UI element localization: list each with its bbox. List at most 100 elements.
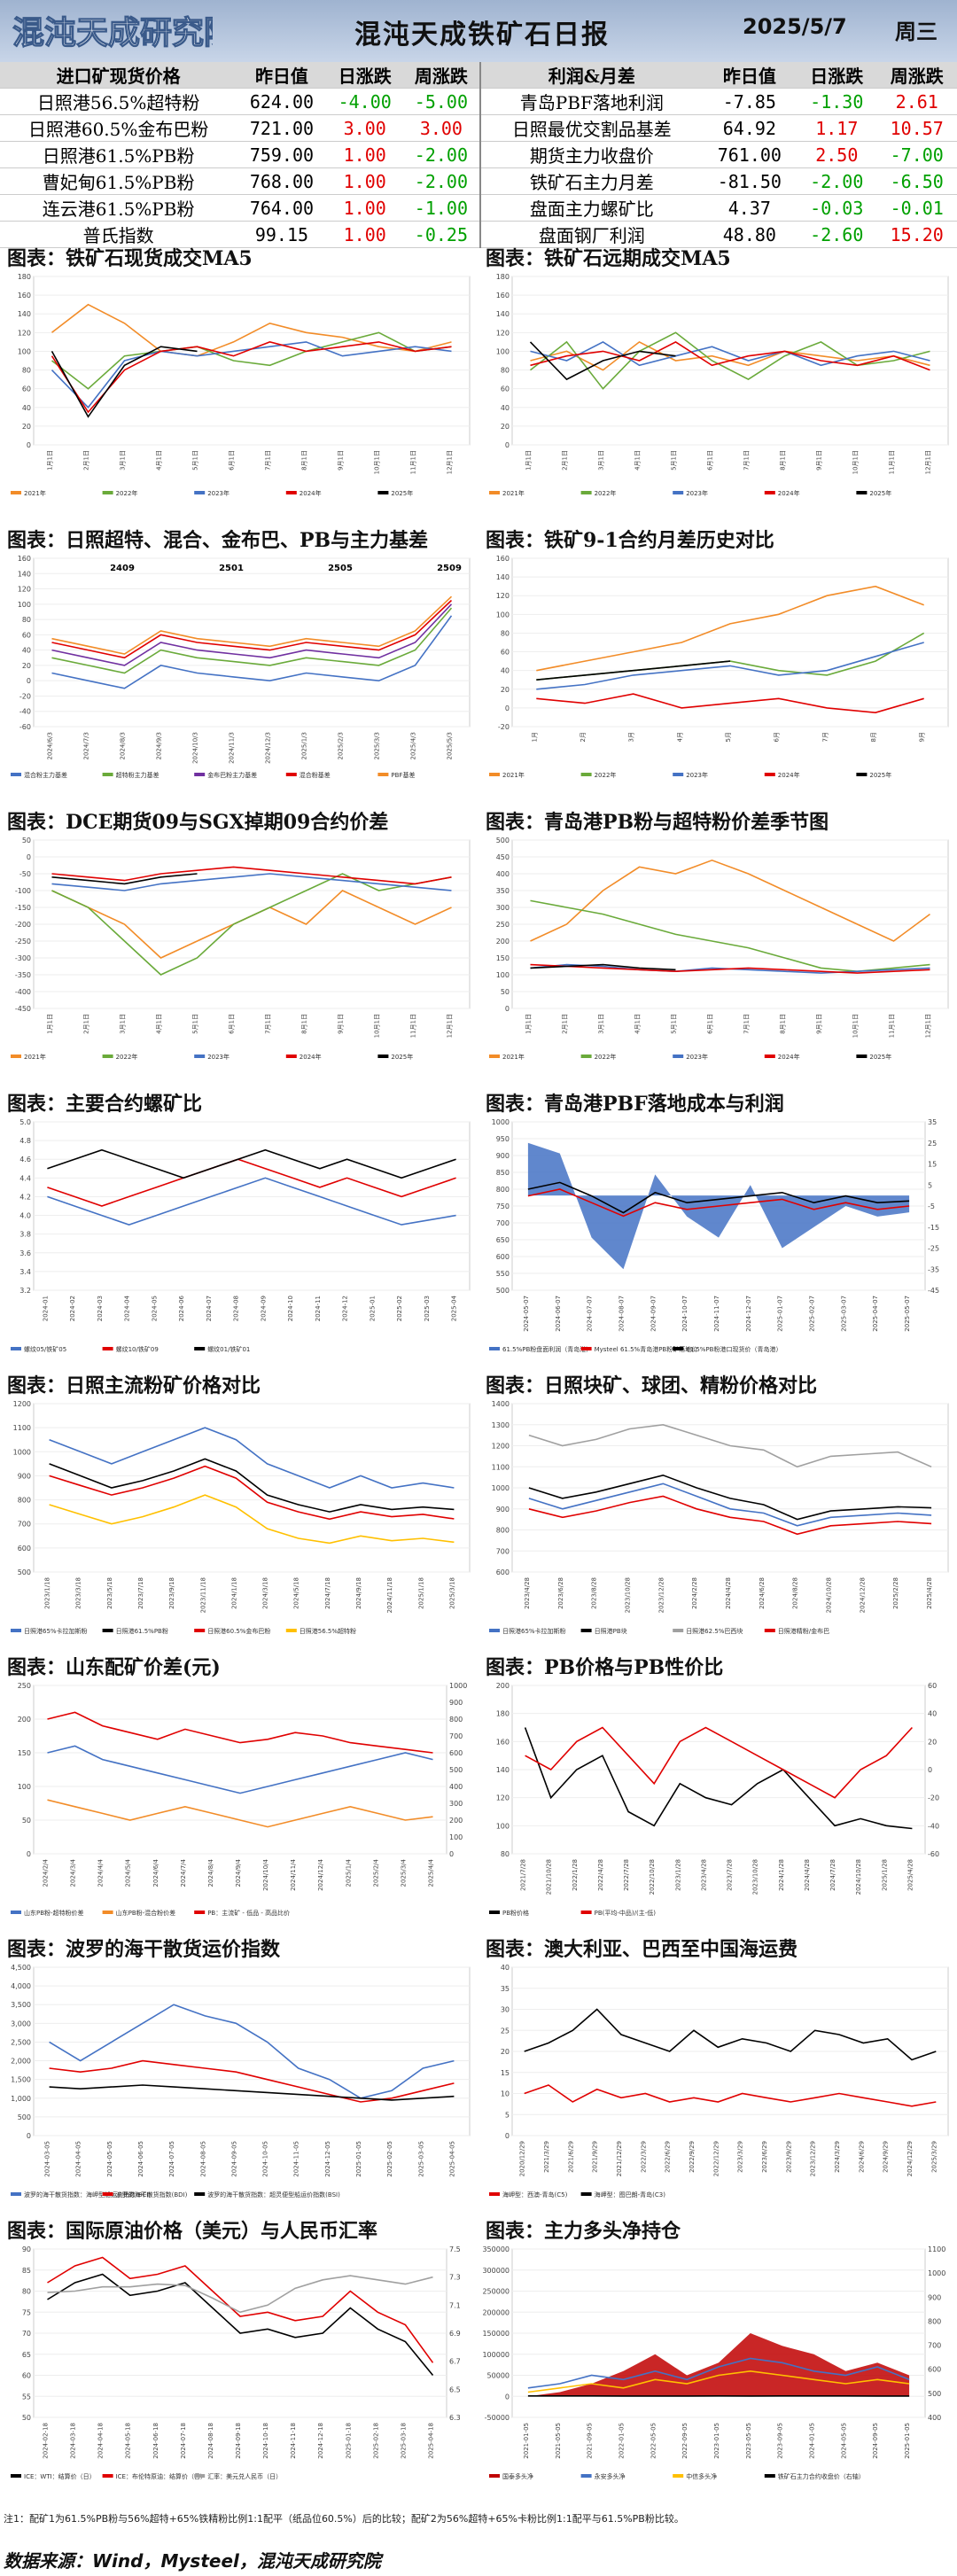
legend-swatch (489, 491, 500, 494)
y-tick-label: 200 (496, 1682, 510, 1690)
chart-plot: -20 0 20 40 60 80 100 120 140 160 1月 2月 3月 4月 5月 6月 7月 8月… (489, 555, 949, 779)
x-tick-label: 2025-04-18 (427, 2423, 434, 2459)
y-tick-label: 800 (496, 1186, 510, 1194)
x-tick-label: 2024-12-05 (324, 2141, 331, 2177)
x-tick-label: 2025-01-05 (904, 2423, 911, 2459)
y-tick-label: 20 (22, 662, 31, 670)
y2-tick-label: 35 (928, 1118, 937, 1126)
x-tick-label: 2025/3/29 (930, 2141, 938, 2173)
x-tick-label: 2023/7/28 (727, 1859, 734, 1891)
x-tick-label: 2025/3/3 (374, 732, 381, 759)
legend-swatch (764, 773, 775, 776)
series-line (51, 873, 452, 891)
row-value: 759.00 (237, 141, 327, 168)
legend-swatch (377, 1055, 389, 1058)
x-tick-label: 2024/3/4 (70, 1858, 77, 1887)
series-line (51, 595, 453, 655)
y2-tick-label: 5 (928, 1181, 932, 1189)
x-tick-label: 2024/12/29 (906, 2141, 914, 2176)
legend-label: 日照港56.5%超特粉 (300, 1627, 356, 1635)
x-tick-label: 2022/12/29 (712, 2141, 720, 2176)
legend-swatch (11, 2474, 21, 2478)
chart-panel: 图表：日照超特、混合、金布巴、PB与主力基差 -60 -40 -20 0 20 40 60 80… (2, 525, 478, 790)
chart-title: 图表：铁矿石现货成交MA5 (7, 247, 253, 270)
y2-tick-label: 6.7 (449, 2358, 461, 2366)
series-line (49, 1494, 455, 1545)
x-tick-label: 12月1日 (925, 450, 932, 474)
table-row: 日照最优交割品基差 64.92 1.17 10.57 (480, 114, 957, 142)
x-tick-label: 12月1日 (925, 1014, 932, 1038)
x-tick-label: 2021/12/29 (616, 2141, 623, 2176)
legend-label: 2023年 (686, 489, 708, 497)
chart-title: 图表：山东配矿价差(元) (7, 1656, 221, 1679)
x-tick-label: 6月1日 (707, 450, 714, 471)
chart-plot: 600 700 800 900 1000 1100 1200 1300 1400 2023/4/2… (489, 1400, 949, 1635)
x-tick-label: 2024-07-18 (180, 2423, 187, 2459)
table-row: 普氏指数 99.15 1.00 -0.25 (0, 221, 479, 248)
legend-label: 国泰多头净 (502, 2472, 533, 2480)
y-tick-label: 850 (496, 1169, 510, 1177)
y2-tick-label: 6.3 (449, 2414, 461, 2422)
legend-swatch (764, 1055, 775, 1058)
legend-swatch (673, 2474, 684, 2478)
y-tick-label: 100 (18, 601, 31, 609)
legend-label: 金布巴粉主力基差 (207, 771, 257, 779)
x-tick-label: 2024/8/3 (120, 732, 127, 759)
report-header: 混沌天成研究院 混沌天成铁矿石日报 2025/5/7 周三 (0, 0, 957, 62)
y-tick-label: 40 (501, 404, 510, 412)
y-tick-label: 700 (18, 1521, 31, 1529)
y-tick-label: 250 (18, 1682, 31, 1690)
series-line (527, 1188, 910, 1218)
row-week-change: -1.00 (402, 194, 479, 222)
x-tick-label: 7月1日 (265, 1014, 272, 1034)
legend-swatch (580, 1055, 592, 1058)
column-header: 利润&月差 (480, 62, 703, 89)
x-tick-label: 2025-02-07 (809, 1296, 816, 1332)
x-tick-label: 2023-01-05 (713, 2423, 720, 2459)
series-line (47, 2256, 434, 2363)
chart-title: 图表：日照超特、混合、金布巴、PB与主力基差 (7, 529, 429, 552)
legend-label: 2022年 (116, 489, 138, 497)
y2-tick-label: 200 (449, 1817, 463, 1825)
y-tick-label: 250 (496, 921, 510, 929)
row-value: 48.80 (702, 221, 798, 248)
legend-label: 波罗的海干散货指数(BDI) (116, 2191, 188, 2199)
series-line (525, 1726, 913, 1799)
x-tick-label: 2月1日 (83, 1014, 90, 1034)
legend-swatch (377, 773, 389, 776)
y2-tick-label: 600 (928, 2366, 941, 2374)
y-tick-label: 60 (22, 2372, 31, 2380)
x-tick-label: 2024/8/4 (207, 1858, 214, 1887)
x-tick-label: 2024-05-07 (523, 1296, 530, 1332)
y-tick-label: 90 (22, 2245, 31, 2253)
row-day-change: 3.00 (326, 114, 403, 142)
x-tick-label: 11月1日 (410, 1014, 417, 1038)
y-tick-label: 150000 (482, 2330, 510, 2338)
x-tick-label: 2024-06-05 (137, 2141, 144, 2177)
y-tick-label: 3,500 (11, 2001, 31, 2009)
row-day-change: -1.30 (797, 88, 877, 115)
x-tick-label: 2024/10/28 (855, 1859, 862, 1895)
y-tick-label: -300 (15, 954, 31, 962)
y-tick-label: 100 (18, 1783, 31, 1791)
row-week-change: -0.01 (876, 194, 957, 222)
legend-swatch (285, 1055, 297, 1058)
y-tick-label: 40 (22, 404, 31, 412)
x-tick-label: 2022/9/29 (689, 2141, 696, 2173)
row-value: -7.85 (702, 88, 798, 115)
series-line (528, 1495, 932, 1536)
y-tick-label: 160 (496, 1738, 510, 1746)
x-tick-label: 8月1日 (780, 1014, 787, 1034)
x-tick-label: 10月1日 (852, 450, 860, 474)
x-tick-label: 2020/12/29 (519, 2141, 526, 2176)
y-tick-label: 0 (27, 677, 31, 685)
y-tick-label: 100 (496, 1822, 510, 1830)
legend-swatch (102, 1629, 113, 1632)
row-day-change: -2.60 (797, 221, 877, 248)
row-value: 764.00 (237, 194, 327, 222)
row-week-change: 3.00 (402, 114, 479, 142)
legend-swatch (194, 773, 206, 776)
x-tick-label: 7月1日 (265, 450, 272, 471)
y-tick-label: 140 (496, 573, 510, 581)
x-tick-label: 2024/4/4 (97, 1858, 105, 1887)
